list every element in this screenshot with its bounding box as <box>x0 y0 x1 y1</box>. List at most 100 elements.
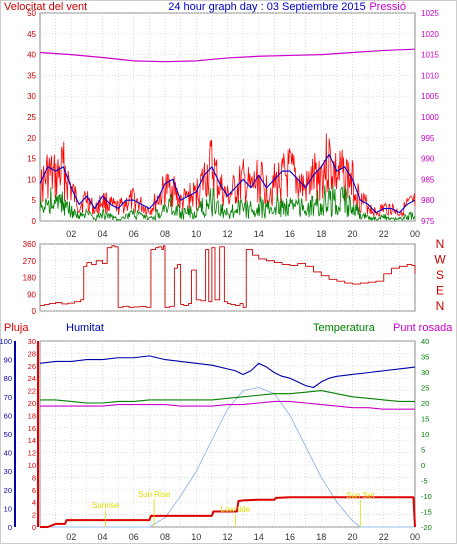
x-tick-label-top: 12 <box>222 229 232 239</box>
humidity-y-tick-label: 30 <box>4 467 12 476</box>
x-tick-label-bottom: 18 <box>316 532 326 542</box>
rain-y-tick-label: 24 <box>28 374 36 383</box>
wind-y-tick-label: 25 <box>27 113 36 122</box>
humidity-y-tick-label: 60 <box>4 411 12 420</box>
temperature-y-tick-label: 5 <box>421 446 425 455</box>
x-tick-label-bottom: 20 <box>347 532 357 542</box>
rain-y-tick-label: 22 <box>28 387 36 396</box>
wind-y-tick-label: 20 <box>27 134 36 143</box>
rain-y-tick-label: 16 <box>28 424 36 433</box>
pressure-y-tick-label: 995 <box>421 134 435 143</box>
legend-humidity: Humitat <box>66 322 104 334</box>
rain-y-tick-label: 6 <box>32 486 36 495</box>
legend-temperature: Temperatura <box>313 322 376 334</box>
rain-y-tick-label: 2 <box>32 511 36 520</box>
humidity-y-tick-label: 90 <box>4 356 12 365</box>
humidity-y-tick-label: 80 <box>4 374 12 383</box>
wind-y-tick-label: 40 <box>27 51 36 60</box>
x-tick-label-top: 22 <box>379 229 389 239</box>
rain-y-tick-label: 0 <box>32 523 36 532</box>
temperature-line <box>40 390 415 404</box>
temperature-y-tick-label: 40 <box>421 337 429 346</box>
rain-y-tick-label: 10 <box>28 461 36 470</box>
x-tick-label-top: 06 <box>129 229 139 239</box>
data-layer: Sun Rise Sun Set Sunrise Low tide <box>39 48 416 528</box>
rain-line <box>40 496 416 528</box>
direction-letter: S <box>436 268 444 282</box>
rain-y-tick-label: 28 <box>28 349 36 358</box>
humidity-y-tick-label: 100 <box>0 337 12 346</box>
x-tick-label-top: 08 <box>160 229 170 239</box>
pressure-y-tick-label: 1005 <box>421 92 439 101</box>
x-tick-label-bottom: 14 <box>254 532 264 542</box>
x-tick-label-bottom: 10 <box>191 532 201 542</box>
x-tick-label-bottom: 02 <box>66 532 76 542</box>
axes-layer: 0202040406060808101012121414161618182020… <box>0 9 439 542</box>
humidity-y-tick-label: 20 <box>4 486 12 495</box>
humidity-line <box>39 355 416 389</box>
pressure-y-tick-label: 1020 <box>421 30 439 39</box>
wind-direction-line <box>40 245 416 308</box>
wind-y-tick-label: 45 <box>27 30 36 39</box>
wind-y-tick-label: 15 <box>27 155 36 164</box>
dir-y-tick-label: 0 <box>32 307 37 316</box>
rain-y-tick-label: 12 <box>28 449 36 458</box>
temperature-y-tick-label: -5 <box>421 477 428 486</box>
pressure-title: Pressió <box>369 1 406 13</box>
rain-y-tick-label: 30 <box>28 337 36 346</box>
annotation-label: Sun Set <box>346 491 375 500</box>
wind-y-tick-label: 10 <box>27 175 36 184</box>
rain-y-tick-label: 8 <box>32 473 36 482</box>
pressure-y-tick-label: 1015 <box>421 51 439 60</box>
direction-letter: N <box>436 299 445 313</box>
dir-y-tick-label: 270 <box>23 257 37 266</box>
x-tick-label-top: 02 <box>66 229 76 239</box>
x-tick-label-bottom: 06 <box>129 532 139 542</box>
x-tick-label-bottom: 12 <box>222 532 232 542</box>
x-tick-label-top: 20 <box>347 229 357 239</box>
x-tick-label-bottom: 04 <box>97 532 107 542</box>
legend-dewpoint: Punt rosada <box>393 322 453 334</box>
direction-letter: E <box>436 284 444 298</box>
direction-letter: W <box>434 253 446 267</box>
wind-y-tick-label: 50 <box>27 9 36 18</box>
rain-y-tick-label: 4 <box>32 498 36 507</box>
wind-y-tick-label: 35 <box>27 71 36 80</box>
wind-y-tick-label: 0 <box>32 217 37 226</box>
annotation-label: Sunrise <box>92 501 120 510</box>
x-tick-label-bottom: 00 <box>410 532 420 542</box>
pressure-y-tick-label: 1025 <box>421 9 439 18</box>
temperature-y-tick-label: 15 <box>421 415 429 424</box>
wind-y-tick-label: 5 <box>32 196 37 205</box>
wind-low-line <box>39 185 416 222</box>
humidity-y-tick-label: 0 <box>8 523 12 532</box>
pressure-y-tick-label: 980 <box>421 196 435 205</box>
pressure-y-tick-label: 975 <box>421 217 435 226</box>
pressure-y-tick-label: 985 <box>421 175 435 184</box>
x-tick-label-top: 18 <box>316 229 326 239</box>
x-tick-label-top: 14 <box>254 229 264 239</box>
solar-curve <box>40 387 415 528</box>
direction-letter: N <box>436 237 445 251</box>
annotation-label: Sun Rise <box>138 490 171 499</box>
temperature-y-tick-label: 35 <box>421 353 429 362</box>
x-tick-label-bottom: 08 <box>160 532 170 542</box>
x-tick-label-bottom: 22 <box>379 532 389 542</box>
x-tick-label-bottom: 16 <box>285 532 295 542</box>
dewpoint-line <box>40 400 415 410</box>
rain-y-tick-label: 14 <box>28 436 36 445</box>
rain-y-tick-label: 18 <box>28 411 36 420</box>
humidity-y-tick-label: 50 <box>4 430 12 439</box>
dir-y-tick-label: 180 <box>23 274 37 283</box>
humidity-y-tick-label: 40 <box>4 449 12 458</box>
legend-rain: Pluja <box>4 322 29 334</box>
wind-average-line <box>39 153 416 214</box>
temperature-y-tick-label: -10 <box>421 492 432 501</box>
wind-title: Velocitat del vent <box>4 1 87 13</box>
temperature-y-tick-label: -15 <box>421 508 432 517</box>
wind-y-tick-label: 30 <box>27 92 36 101</box>
humidity-y-tick-label: 70 <box>4 393 12 402</box>
rain-y-tick-label: 26 <box>28 362 36 371</box>
